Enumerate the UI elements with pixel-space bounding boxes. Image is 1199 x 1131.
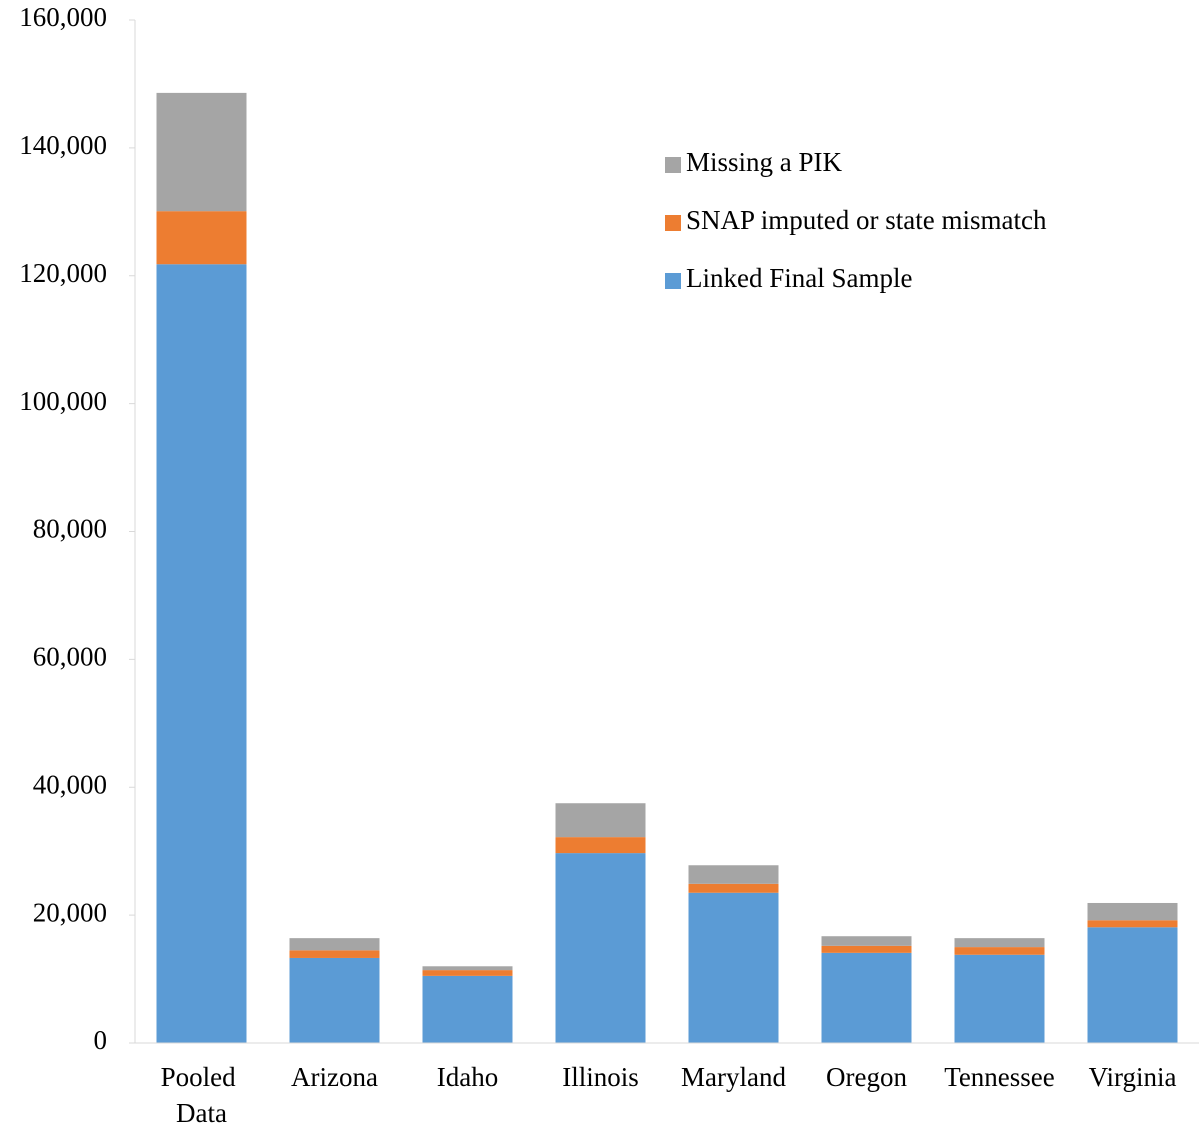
bar-segment	[688, 865, 779, 884]
y-tick-label: 60,000	[33, 642, 107, 672]
bar-segment	[555, 803, 646, 838]
x-tick-label: Illinois	[562, 1062, 639, 1092]
x-tick-label: Arizona	[291, 1062, 378, 1092]
legend-label: SNAP imputed or state mismatch	[686, 205, 1047, 235]
y-tick-label: 100,000	[19, 386, 107, 416]
bar-segment	[1087, 902, 1178, 921]
y-tick-label: 160,000	[19, 2, 107, 32]
bar-segment	[289, 957, 380, 1043]
bar-segment	[156, 264, 247, 1044]
bar-segment	[688, 892, 779, 1043]
y-tick-label: 0	[94, 1025, 108, 1055]
bar-segment	[289, 950, 380, 958]
legend-label: Missing a PIK	[686, 147, 843, 177]
x-tick-label: Idaho	[437, 1062, 498, 1092]
bar-segment	[821, 936, 912, 946]
y-tick-label: 80,000	[33, 514, 107, 544]
x-tick-label: Virginia	[1089, 1062, 1177, 1092]
bar-segment	[954, 947, 1045, 955]
x-tick-label: Tennessee	[944, 1062, 1055, 1092]
bar-segment	[422, 970, 513, 976]
bar-segment	[555, 837, 646, 854]
x-tick-label: Pooled Data	[161, 1062, 243, 1128]
y-tick-label: 20,000	[33, 897, 107, 927]
bar-segment	[422, 966, 513, 971]
bar-segment	[954, 938, 1045, 948]
bar-segment	[1087, 927, 1178, 1043]
legend-label: Linked Final Sample	[686, 263, 912, 293]
bar-segment	[688, 883, 779, 893]
bar-segment	[821, 945, 912, 953]
bar-segment	[821, 952, 912, 1043]
bar-segment	[954, 954, 1045, 1043]
bar-segment	[289, 938, 380, 951]
bar-segment	[156, 211, 247, 265]
y-tick-label: 40,000	[33, 769, 107, 799]
bar-segment	[156, 92, 247, 212]
bar-segment	[555, 853, 646, 1043]
y-tick-label: 120,000	[19, 258, 107, 288]
x-tick-label: Maryland	[681, 1062, 786, 1092]
y-tick-label: 140,000	[19, 130, 107, 160]
x-tick-label: Oregon	[826, 1062, 907, 1092]
legend-swatch	[665, 157, 681, 173]
bar-segment	[1087, 920, 1178, 928]
legend-swatch	[665, 273, 681, 289]
bar-segment	[422, 975, 513, 1043]
legend-swatch	[665, 215, 681, 231]
